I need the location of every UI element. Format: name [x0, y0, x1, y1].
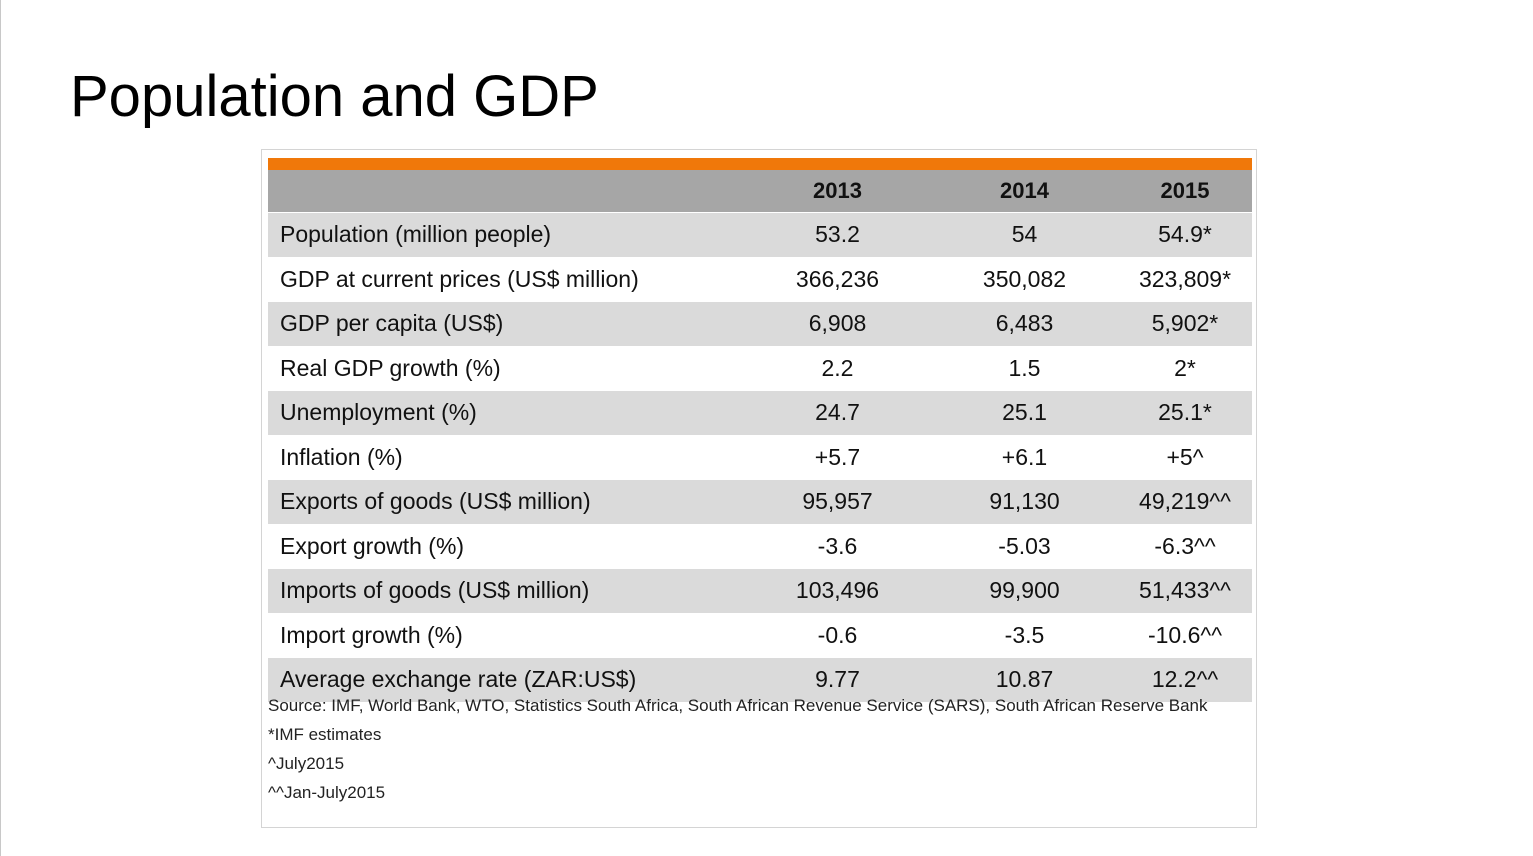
value-2013: -3.6	[744, 523, 931, 569]
table-row-imports: Imports of goods (US$ million) 103,496 9…	[268, 568, 1252, 613]
row-label: Unemployment (%)	[268, 390, 744, 435]
value-2013: 95,957	[744, 479, 931, 524]
value-2014: 1.5	[931, 345, 1118, 391]
slide-left-border	[0, 0, 1, 856]
value-2014: 99,900	[931, 568, 1118, 613]
header-year-2013: 2013	[744, 170, 931, 213]
row-label: Exports of goods (US$ million)	[268, 479, 744, 524]
value-2014: -5.03	[931, 523, 1118, 569]
value-2013: 24.7	[744, 390, 931, 435]
row-label: Inflation (%)	[268, 434, 744, 480]
data-table-frame: 2013 2014 2015 Population (million peopl…	[261, 149, 1257, 828]
table-row-gdp-per-capita: GDP per capita (US$) 6,908 6,483 5,902*	[268, 301, 1252, 346]
table-row-unemployment: Unemployment (%) 24.7 25.1 25.1*	[268, 390, 1252, 435]
value-2014: 6,483	[931, 301, 1118, 346]
value-2014: 54	[931, 212, 1118, 257]
table-header-row: 2013 2014 2015	[268, 170, 1252, 213]
row-label: GDP at current prices (US$ million)	[268, 256, 744, 302]
value-2014: 10.87	[931, 657, 1118, 702]
header-year-2014: 2014	[931, 170, 1118, 213]
value-2015: 49,219^^	[1118, 479, 1252, 524]
value-2013: 366,236	[744, 256, 931, 302]
header-year-2015: 2015	[1118, 170, 1252, 213]
slide-title: Population and GDP	[70, 64, 599, 129]
value-2013: 103,496	[744, 568, 931, 613]
row-label: Population (million people)	[268, 212, 744, 257]
value-2013: 2.2	[744, 345, 931, 391]
table-row-import-growth: Import growth (%) -0.6 -3.5 -10.6^^	[268, 612, 1252, 658]
value-2014: +6.1	[931, 434, 1118, 480]
value-2014: 350,082	[931, 256, 1118, 302]
row-label: Average exchange rate (ZAR:US$)	[268, 657, 744, 702]
value-2015: 25.1*	[1118, 390, 1252, 435]
value-2013: 6,908	[744, 301, 931, 346]
row-label: GDP per capita (US$)	[268, 301, 744, 346]
footnote-imf-estimates: *IMF estimates	[268, 725, 382, 744]
table-accent-bar	[268, 158, 1252, 170]
value-2015: 323,809*	[1118, 256, 1252, 302]
value-2014: -3.5	[931, 612, 1118, 658]
row-label: Real GDP growth (%)	[268, 345, 744, 391]
table-row-inflation: Inflation (%) +5.7 +6.1 +5^	[268, 434, 1252, 480]
economic-indicators-table: 2013 2014 2015 Population (million peopl…	[268, 170, 1252, 702]
value-2013: 9.77	[744, 657, 931, 702]
value-2015: 5,902*	[1118, 301, 1252, 346]
value-2014: 25.1	[931, 390, 1118, 435]
value-2015: +5^	[1118, 434, 1252, 480]
table-row-export-growth: Export growth (%) -3.6 -5.03 -6.3^^	[268, 523, 1252, 569]
value-2015: -6.3^^	[1118, 523, 1252, 569]
value-2013: +5.7	[744, 434, 931, 480]
header-label-cell	[268, 170, 744, 213]
footnote-july-2015: ^July2015	[268, 754, 345, 773]
row-label: Imports of goods (US$ million)	[268, 568, 744, 613]
table-row-exchange-rate: Average exchange rate (ZAR:US$) 9.77 10.…	[268, 657, 1252, 702]
value-2013: 53.2	[744, 212, 931, 257]
value-2015: -10.6^^	[1118, 612, 1252, 658]
value-2015: 2*	[1118, 345, 1252, 391]
source-note: Source: IMF, World Bank, WTO, Statistics…	[268, 696, 1208, 715]
table-row-exports: Exports of goods (US$ million) 95,957 91…	[268, 479, 1252, 524]
table-row-gdp-current-prices: GDP at current prices (US$ million) 366,…	[268, 256, 1252, 302]
row-label: Import growth (%)	[268, 612, 744, 658]
value-2014: 91,130	[931, 479, 1118, 524]
table-footnotes: Source: IMF, World Bank, WTO, Statistics…	[268, 695, 1252, 804]
value-2013: -0.6	[744, 612, 931, 658]
footnote-jan-july-2015: ^^Jan-July2015	[268, 783, 386, 802]
value-2015: 51,433^^	[1118, 568, 1252, 613]
table-row-population: Population (million people) 53.2 54 54.9…	[268, 212, 1252, 257]
row-label: Export growth (%)	[268, 523, 744, 569]
value-2015: 12.2^^	[1118, 657, 1252, 702]
table-row-real-gdp-growth: Real GDP growth (%) 2.2 1.5 2*	[268, 345, 1252, 391]
value-2015: 54.9*	[1118, 212, 1252, 257]
